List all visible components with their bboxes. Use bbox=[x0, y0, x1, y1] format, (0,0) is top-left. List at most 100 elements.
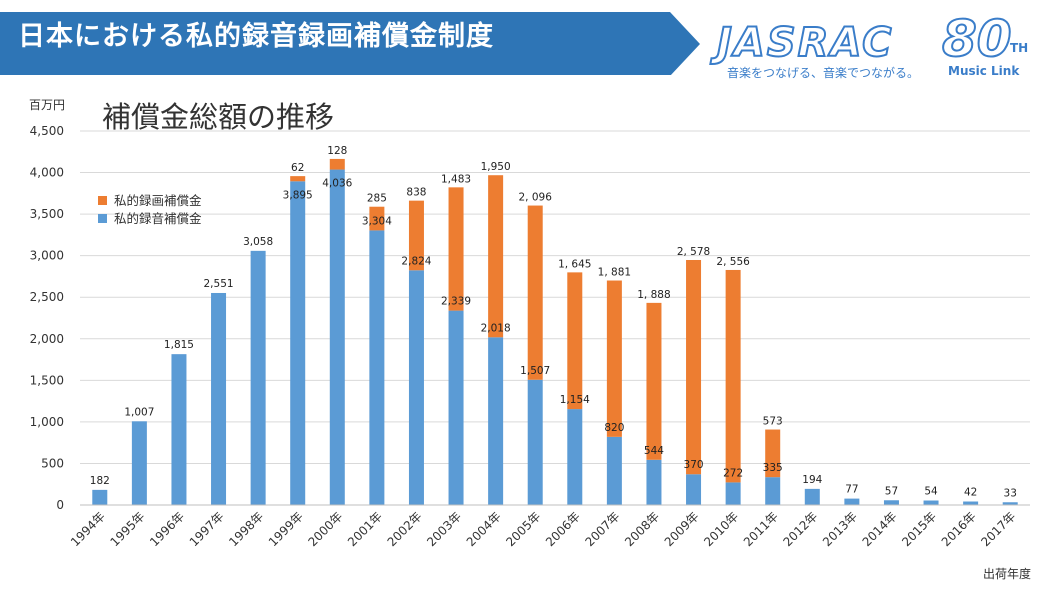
bar-recording bbox=[250, 250, 266, 505]
x-tick-label: 2003年 bbox=[424, 509, 464, 549]
data-label-recording: 272 bbox=[723, 467, 743, 479]
bar-recording bbox=[725, 482, 741, 505]
data-label-recording: 544 bbox=[644, 445, 664, 457]
x-tick-label: 2006年 bbox=[543, 509, 583, 549]
bar-recording bbox=[844, 498, 860, 505]
bar-recording bbox=[606, 436, 622, 505]
y-tick-label: 3,000 bbox=[30, 249, 64, 263]
data-label-recording: 57 bbox=[885, 485, 898, 497]
x-tick-label: 1997年 bbox=[187, 509, 227, 549]
x-tick-label: 1998年 bbox=[226, 509, 266, 549]
y-tick-label: 500 bbox=[41, 456, 64, 470]
bar-video bbox=[329, 158, 345, 170]
bar-video bbox=[448, 187, 464, 311]
logo-slogan: 音楽をつなげる、音楽でつながる。 bbox=[727, 66, 920, 80]
x-tick-label: 2013年 bbox=[820, 509, 860, 549]
data-label-recording: 42 bbox=[964, 487, 977, 499]
x-axis-label: 出荷年度 bbox=[983, 567, 1032, 581]
data-label-recording: 335 bbox=[763, 462, 783, 474]
bar-video bbox=[488, 175, 504, 338]
bar-recording bbox=[646, 459, 662, 505]
bar-video bbox=[606, 280, 622, 437]
data-label-recording: 2,824 bbox=[401, 255, 431, 267]
y-tick-label: 3,500 bbox=[30, 207, 64, 221]
x-tick-label: 1999年 bbox=[266, 509, 306, 549]
logo-tagline: Music Link bbox=[948, 64, 1020, 78]
bar-recording bbox=[488, 337, 504, 505]
y-tick-label: 4,000 bbox=[30, 166, 64, 180]
data-label-recording: 370 bbox=[684, 459, 704, 471]
bar-video bbox=[725, 269, 741, 483]
x-tick-label: 2009年 bbox=[662, 509, 702, 549]
legend-swatch-recording bbox=[98, 214, 107, 223]
data-label-video: 1,483 bbox=[441, 173, 471, 185]
data-label-video: 2, 556 bbox=[716, 256, 750, 268]
bar-recording bbox=[765, 477, 781, 505]
data-label-recording: 2,018 bbox=[481, 322, 511, 334]
x-tick-label: 2007年 bbox=[583, 509, 623, 549]
x-tick-label: 1996年 bbox=[147, 509, 187, 549]
bar-video bbox=[408, 200, 424, 271]
bar-video bbox=[567, 272, 583, 410]
data-label-recording: 194 bbox=[802, 474, 822, 486]
x-tick-label: 2012年 bbox=[780, 509, 820, 549]
bar-video bbox=[765, 429, 781, 478]
y-tick-label: 0 bbox=[56, 498, 64, 512]
bar-recording bbox=[329, 169, 345, 506]
data-label-recording: 1,815 bbox=[164, 339, 194, 351]
data-label-video: 2, 578 bbox=[677, 246, 710, 258]
bar-recording bbox=[963, 501, 979, 505]
bar-recording bbox=[567, 409, 583, 505]
x-tick-label: 2017年 bbox=[978, 509, 1018, 549]
x-tick-label: 2015年 bbox=[899, 509, 939, 549]
x-tick-label: 1995年 bbox=[108, 509, 148, 549]
data-label-recording: 2,551 bbox=[204, 278, 234, 290]
bar-recording bbox=[923, 500, 939, 505]
y-tick-label: 1,500 bbox=[30, 373, 64, 387]
x-tick-label: 2001年 bbox=[345, 509, 385, 549]
data-label-recording: 77 bbox=[845, 484, 858, 496]
x-tick-label: 2014年 bbox=[860, 509, 900, 549]
x-tick-label: 2005年 bbox=[503, 509, 543, 549]
x-tick-label: 2004年 bbox=[464, 509, 504, 549]
x-tick-label: 2002年 bbox=[385, 509, 425, 549]
data-label-recording: 4,036 bbox=[322, 178, 352, 190]
data-label-video: 1, 645 bbox=[558, 258, 591, 270]
logo-80th-number: 80 bbox=[941, 9, 1013, 69]
x-tick-label: 2010年 bbox=[701, 509, 741, 549]
data-label-video: 128 bbox=[327, 145, 347, 157]
title-banner bbox=[0, 12, 700, 75]
bar-recording bbox=[804, 488, 820, 505]
data-label-recording: 1,154 bbox=[560, 394, 590, 406]
y-tick-label: 2,000 bbox=[30, 332, 64, 346]
bar-recording bbox=[171, 354, 187, 505]
bar-recording bbox=[290, 181, 306, 505]
x-tick-label: 2011年 bbox=[741, 509, 781, 549]
bar-recording bbox=[883, 500, 899, 505]
data-label-video: 573 bbox=[763, 416, 783, 428]
x-tick-label: 2008年 bbox=[622, 509, 662, 549]
x-tick-label: 1994年 bbox=[68, 509, 108, 549]
data-label-video: 838 bbox=[406, 187, 426, 199]
data-label-video: 2, 096 bbox=[519, 192, 553, 204]
bar-video bbox=[527, 205, 543, 380]
data-label-recording: 1,507 bbox=[520, 365, 550, 377]
bar-video bbox=[686, 259, 702, 475]
legend-label-video: 私的録画補償金 bbox=[114, 193, 202, 208]
data-label-recording: 3,895 bbox=[283, 189, 313, 201]
data-label-recording: 1,007 bbox=[124, 406, 154, 418]
x-tick-label: 2000年 bbox=[305, 509, 345, 549]
data-label-video: 1,950 bbox=[481, 161, 511, 173]
bar-recording bbox=[369, 230, 385, 506]
bar-video bbox=[290, 176, 306, 182]
banner-title: 日本における私的録音録画補償金制度 bbox=[18, 21, 494, 52]
bar-recording bbox=[1002, 502, 1018, 505]
data-label-video: 1, 881 bbox=[598, 267, 631, 279]
banner-arrow bbox=[0, 12, 700, 75]
bar-recording bbox=[408, 270, 424, 505]
legend-swatch-video bbox=[98, 196, 107, 205]
data-label-video: 1, 888 bbox=[637, 289, 670, 301]
logo-80th-suffix: TH bbox=[1010, 41, 1029, 55]
data-label-recording: 2,339 bbox=[441, 296, 471, 308]
